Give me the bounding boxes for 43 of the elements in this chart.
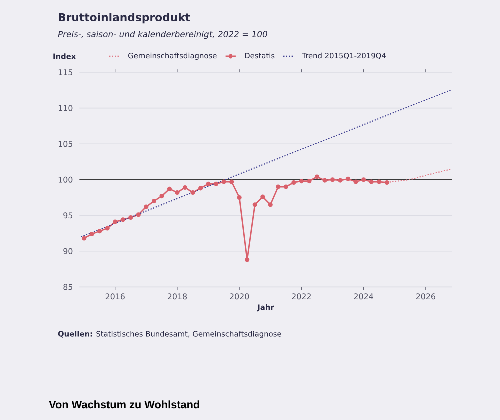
point: [128, 215, 134, 220]
point: [330, 177, 336, 182]
point: [90, 232, 94, 236]
point: [144, 204, 149, 210]
point: [338, 178, 343, 183]
point: [237, 195, 242, 200]
point: [252, 202, 258, 208]
chart-subtitle: Preis-, saison- und kalenderbereinigt, 2022 = 100: [58, 30, 268, 39]
point: [113, 220, 118, 224]
point: [120, 217, 126, 222]
point: [167, 186, 172, 192]
point: [206, 182, 211, 186]
text: Von Wachstum zu Wohlstand: [49, 400, 200, 408]
chart-title: Bruttoinlandsprodukt: [59, 12, 190, 24]
point: [292, 180, 296, 185]
point: [377, 180, 382, 184]
point: [230, 180, 234, 184]
point: [284, 184, 288, 190]
point: [369, 180, 374, 184]
point: [152, 198, 156, 204]
point: [182, 185, 188, 190]
point: [190, 190, 196, 195]
point: [346, 176, 351, 182]
point: [384, 180, 390, 185]
point: [136, 212, 141, 218]
point: [98, 228, 102, 234]
point: [307, 178, 312, 184]
point: [175, 190, 180, 195]
point: [222, 180, 226, 184]
point: [82, 236, 87, 241]
point: [354, 180, 358, 184]
point: [245, 258, 250, 262]
point: [322, 178, 328, 183]
point: [160, 194, 164, 198]
point: [299, 178, 304, 184]
point: [276, 184, 281, 190]
point: [198, 186, 204, 191]
point: [268, 202, 273, 208]
point: [362, 177, 366, 182]
point: [260, 194, 266, 200]
point: [314, 174, 320, 180]
point: [214, 182, 219, 186]
point: [105, 226, 110, 231]
